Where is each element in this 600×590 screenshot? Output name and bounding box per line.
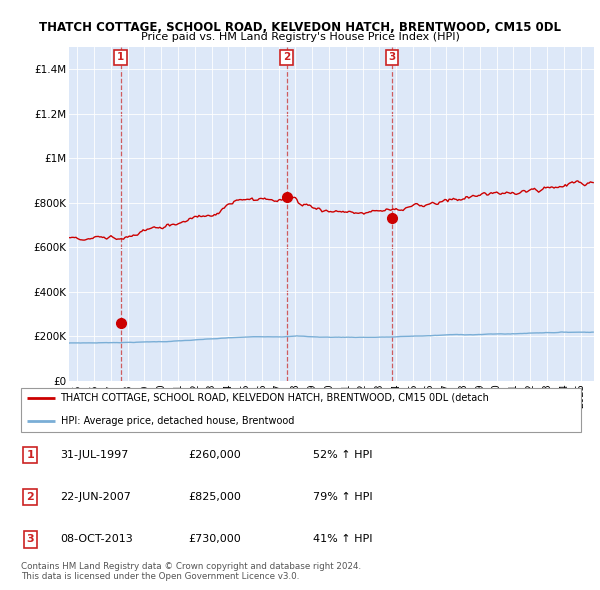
Text: 79% ↑ HPI: 79% ↑ HPI <box>313 492 373 502</box>
Text: £730,000: £730,000 <box>188 535 241 545</box>
FancyBboxPatch shape <box>21 388 581 432</box>
Text: £260,000: £260,000 <box>188 450 241 460</box>
Text: £825,000: £825,000 <box>188 492 241 502</box>
Text: 1: 1 <box>117 52 124 62</box>
Text: 08-OCT-2013: 08-OCT-2013 <box>61 535 133 545</box>
Text: Price paid vs. HM Land Registry's House Price Index (HPI): Price paid vs. HM Land Registry's House … <box>140 32 460 42</box>
Text: Contains HM Land Registry data © Crown copyright and database right 2024.
This d: Contains HM Land Registry data © Crown c… <box>21 562 361 581</box>
Text: THATCH COTTAGE, SCHOOL ROAD, KELVEDON HATCH, BRENTWOOD, CM15 0DL: THATCH COTTAGE, SCHOOL ROAD, KELVEDON HA… <box>39 21 561 34</box>
Text: 3: 3 <box>389 52 396 62</box>
Text: 1: 1 <box>26 450 34 460</box>
Text: HPI: Average price, detached house, Brentwood: HPI: Average price, detached house, Bren… <box>61 417 294 427</box>
Text: THATCH COTTAGE, SCHOOL ROAD, KELVEDON HATCH, BRENTWOOD, CM15 0DL (detach: THATCH COTTAGE, SCHOOL ROAD, KELVEDON HA… <box>61 393 490 403</box>
Text: 22-JUN-2007: 22-JUN-2007 <box>61 492 131 502</box>
Text: 52% ↑ HPI: 52% ↑ HPI <box>313 450 373 460</box>
Text: 31-JUL-1997: 31-JUL-1997 <box>61 450 129 460</box>
Text: 3: 3 <box>26 535 34 545</box>
Text: 2: 2 <box>26 492 34 502</box>
Text: 2: 2 <box>283 52 290 62</box>
Text: 41% ↑ HPI: 41% ↑ HPI <box>313 535 373 545</box>
